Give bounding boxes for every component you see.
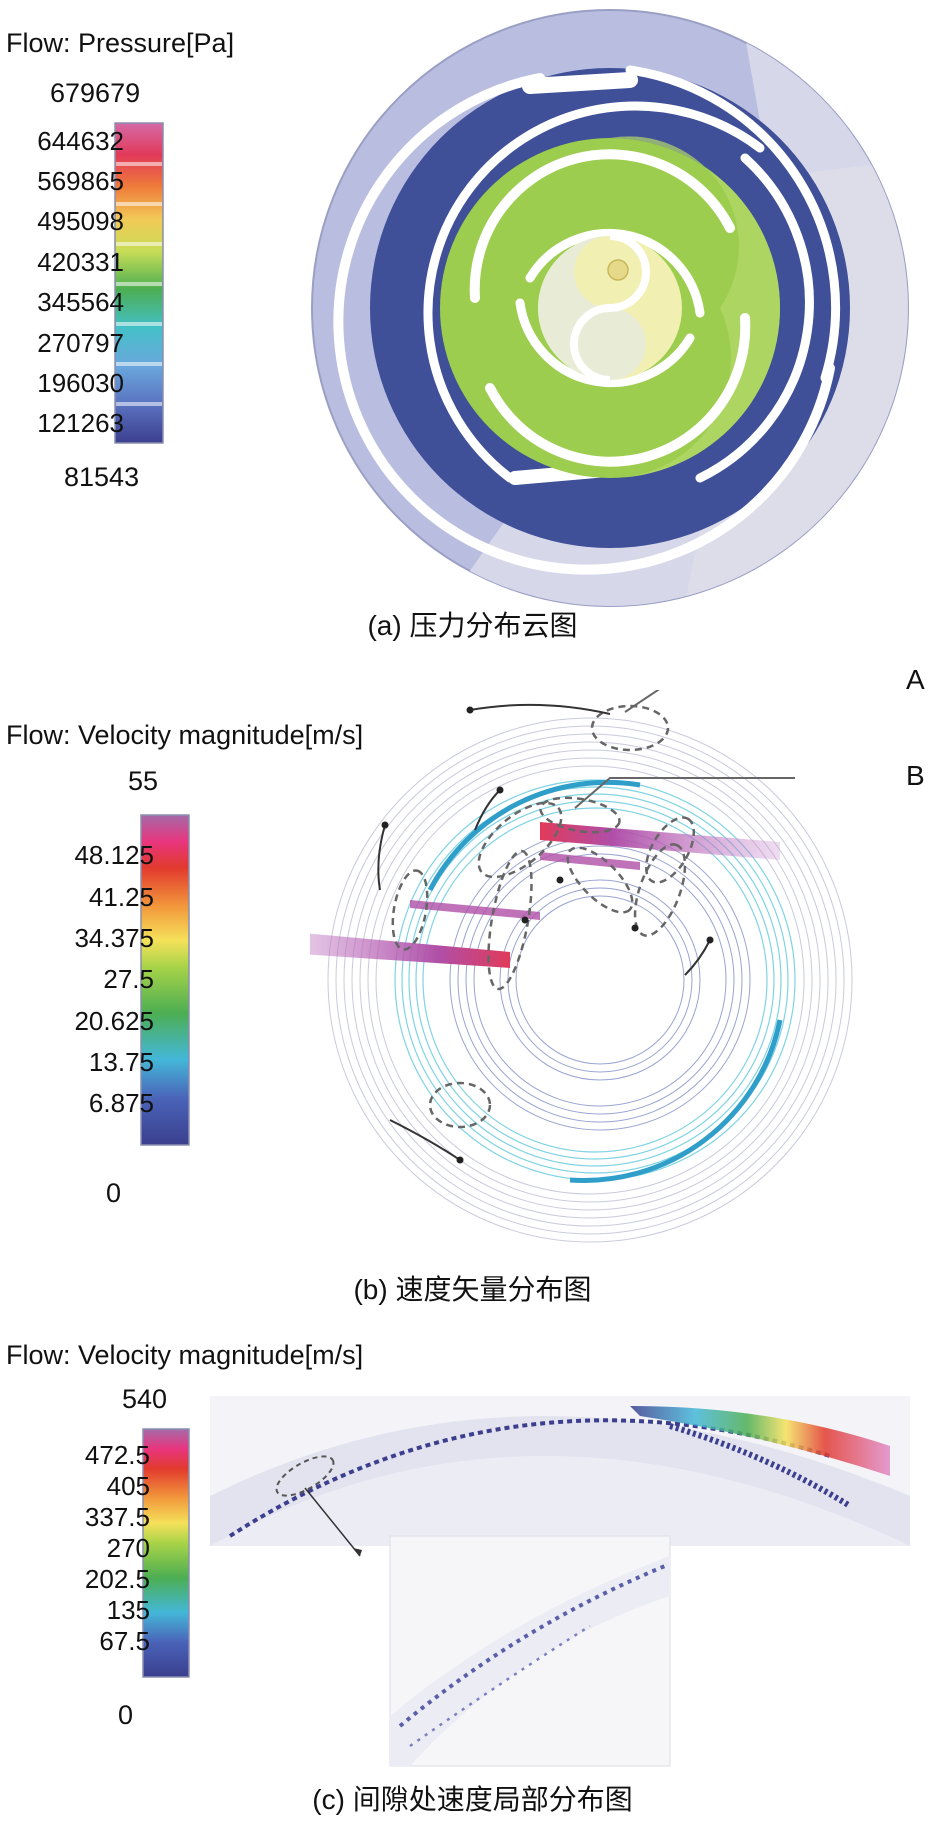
velocity-tick: 27.5 <box>103 964 154 994</box>
gap-tick: 405 <box>106 1471 150 1501</box>
velocity-vector-plot: + <box>310 690 853 1243</box>
pressure-tick: 345564 <box>37 287 124 317</box>
pressure-panel: Flow: Pressure[Pa] 679679 64 <box>0 0 945 660</box>
pressure-tick: 270797 <box>37 328 124 358</box>
velocity-legend-min: 0 <box>106 1178 122 1208</box>
gap-tick: 67.5 <box>99 1626 150 1656</box>
velocity-vector-caption-label: (b) <box>353 1274 388 1305</box>
velocity-legend-max: 55 <box>128 766 159 796</box>
gap-velocity-caption: (c) 间隙处速度局部分布图 <box>0 1778 945 1818</box>
annotation-b: B <box>906 760 925 791</box>
velocity-colorbar <box>140 814 190 1146</box>
gap-tick: 202.5 <box>84 1564 150 1594</box>
gap-velocity-caption-text: 间隙处速度局部分布图 <box>352 1783 633 1816</box>
pressure-tick: 420331 <box>37 247 124 277</box>
gap-legend-min: 0 <box>118 1700 134 1730</box>
pressure-tick: 644632 <box>37 126 124 156</box>
gap-tick: 135 <box>106 1595 150 1625</box>
pressure-caption: (a) 压力分布云图 <box>0 604 945 644</box>
gap-legend-title: Flow: Velocity magnitude[m/s] <box>6 1340 364 1370</box>
velocity-tick: 13.75 <box>88 1047 154 1077</box>
velocity-tick: 41.25 <box>88 882 154 912</box>
pressure-colorbar <box>114 122 164 444</box>
annotation-a: A <box>906 664 925 695</box>
velocity-legend-title: Flow: Velocity magnitude[m/s] <box>6 720 364 750</box>
pressure-caption-text: 压力分布云图 <box>409 609 578 642</box>
gap-tick: 337.5 <box>84 1502 150 1532</box>
velocity-tick: 48.125 <box>74 840 154 870</box>
gap-tick: 472.5 <box>84 1440 150 1470</box>
velocity-vector-caption: (b) 速度矢量分布图 <box>0 1268 945 1308</box>
gap-velocity-caption-label: (c) <box>312 1784 345 1815</box>
pressure-legend-title: Flow: Pressure[Pa] <box>6 28 235 58</box>
gap-legend-max: 540 <box>122 1384 168 1414</box>
gap-velocity-panel: Flow: Velocity magnitude[m/s] 540 472.5 … <box>0 1340 945 1838</box>
velocity-tick: 6.875 <box>88 1088 154 1118</box>
pressure-tick: 121263 <box>37 408 124 438</box>
velocity-tick: 20.625 <box>74 1006 154 1036</box>
pressure-tick: 569865 <box>37 166 124 196</box>
pressure-legend-min: 81543 <box>64 462 140 492</box>
gap-colorbar <box>142 1428 190 1678</box>
velocity-vector-caption-text: 速度矢量分布图 <box>395 1273 592 1306</box>
gap-tick: 270 <box>106 1533 150 1563</box>
pressure-tick: 196030 <box>37 368 124 398</box>
pressure-caption-label: (a) <box>367 610 402 641</box>
pressure-legend-max: 679679 <box>50 78 141 108</box>
velocity-vector-panel: Flow: Velocity magnitude[m/s] 55 48.125 … <box>0 660 945 1340</box>
velocity-tick: 34.375 <box>74 923 154 953</box>
pressure-contour-plot <box>311 9 909 607</box>
pressure-tick: 495098 <box>37 206 124 236</box>
gap-velocity-plot <box>210 1396 910 1767</box>
